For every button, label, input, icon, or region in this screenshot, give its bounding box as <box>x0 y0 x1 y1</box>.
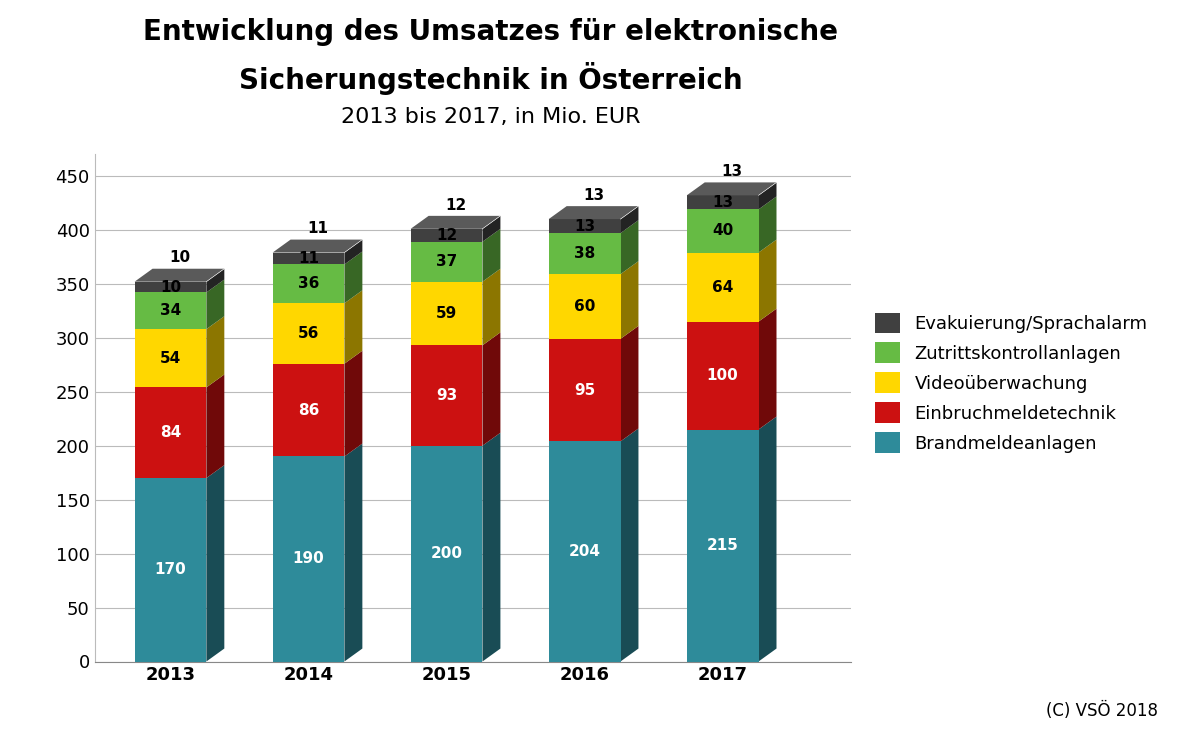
Text: 13: 13 <box>712 195 733 210</box>
Polygon shape <box>410 345 482 445</box>
Text: 34: 34 <box>160 304 181 318</box>
Text: 190: 190 <box>293 551 324 567</box>
Text: 12: 12 <box>444 198 466 212</box>
Text: 38: 38 <box>574 246 596 261</box>
Polygon shape <box>482 269 500 345</box>
Text: 204: 204 <box>569 544 600 559</box>
Polygon shape <box>207 374 225 478</box>
Polygon shape <box>207 279 225 329</box>
Polygon shape <box>759 240 777 322</box>
Polygon shape <box>273 253 344 265</box>
Polygon shape <box>410 445 482 662</box>
Polygon shape <box>759 309 777 429</box>
Text: 59: 59 <box>436 306 457 321</box>
Polygon shape <box>482 433 500 662</box>
Polygon shape <box>482 216 500 242</box>
Text: 93: 93 <box>436 388 457 403</box>
Polygon shape <box>687 182 777 196</box>
Polygon shape <box>621 220 638 274</box>
Text: 64: 64 <box>712 279 733 295</box>
Polygon shape <box>344 443 363 662</box>
Text: 40: 40 <box>712 223 733 238</box>
Text: Sicherungstechnik in Österreich: Sicherungstechnik in Österreich <box>239 62 742 96</box>
Polygon shape <box>621 326 638 442</box>
Polygon shape <box>273 364 344 456</box>
Text: 56: 56 <box>298 326 319 341</box>
Polygon shape <box>548 206 638 219</box>
Text: 86: 86 <box>298 403 319 417</box>
Polygon shape <box>548 233 621 274</box>
Text: 10: 10 <box>160 279 181 295</box>
Text: 2013 bis 2017, in Mio. EUR: 2013 bis 2017, in Mio. EUR <box>340 107 641 126</box>
Polygon shape <box>273 265 344 304</box>
Text: 37: 37 <box>436 254 457 269</box>
Text: Entwicklung des Umsatzes für elektronische: Entwicklung des Umsatzes für elektronisc… <box>143 18 838 46</box>
Polygon shape <box>687 196 759 209</box>
Text: 10: 10 <box>169 251 190 265</box>
Text: 11: 11 <box>307 221 327 237</box>
Polygon shape <box>135 269 225 282</box>
Polygon shape <box>482 229 500 282</box>
Polygon shape <box>548 339 621 442</box>
Text: 95: 95 <box>574 383 596 398</box>
Polygon shape <box>135 329 207 387</box>
Text: 13: 13 <box>574 218 596 234</box>
Polygon shape <box>207 269 225 293</box>
Polygon shape <box>273 240 363 253</box>
Text: 11: 11 <box>298 251 319 266</box>
Polygon shape <box>687 209 759 253</box>
Polygon shape <box>344 240 363 265</box>
Text: 100: 100 <box>707 368 739 383</box>
Polygon shape <box>410 229 482 242</box>
Polygon shape <box>687 253 759 322</box>
Polygon shape <box>135 387 207 478</box>
Polygon shape <box>410 242 482 282</box>
Text: 84: 84 <box>160 426 181 440</box>
Text: 54: 54 <box>160 351 181 366</box>
Text: 215: 215 <box>707 538 739 553</box>
Polygon shape <box>687 429 759 662</box>
Text: 12: 12 <box>436 228 457 243</box>
Polygon shape <box>548 274 621 339</box>
Polygon shape <box>548 219 621 233</box>
Polygon shape <box>273 456 344 662</box>
Polygon shape <box>759 196 777 253</box>
Polygon shape <box>759 417 777 662</box>
Polygon shape <box>410 282 482 345</box>
Polygon shape <box>482 332 500 445</box>
Text: 170: 170 <box>155 562 187 577</box>
Polygon shape <box>135 293 207 329</box>
Polygon shape <box>621 261 638 339</box>
Polygon shape <box>344 290 363 364</box>
Polygon shape <box>273 304 344 364</box>
Polygon shape <box>759 182 777 209</box>
Polygon shape <box>548 442 621 662</box>
Polygon shape <box>621 429 638 662</box>
Polygon shape <box>621 206 638 233</box>
Text: 200: 200 <box>430 546 462 561</box>
Text: 36: 36 <box>298 276 319 291</box>
Polygon shape <box>207 316 225 387</box>
Text: (C) VSÖ 2018: (C) VSÖ 2018 <box>1046 702 1158 720</box>
Polygon shape <box>135 282 207 293</box>
Polygon shape <box>344 351 363 456</box>
Legend: Evakuierung/Sprachalarm, Zutrittskontrollanlagen, Videoüberwachung, Einbruchmeld: Evakuierung/Sprachalarm, Zutrittskontrol… <box>868 305 1155 460</box>
Polygon shape <box>344 251 363 304</box>
Text: 13: 13 <box>583 188 604 203</box>
Polygon shape <box>135 478 207 662</box>
Polygon shape <box>410 216 500 229</box>
Polygon shape <box>207 465 225 662</box>
Polygon shape <box>687 322 759 429</box>
Text: 60: 60 <box>574 299 596 314</box>
Text: 13: 13 <box>721 164 742 179</box>
